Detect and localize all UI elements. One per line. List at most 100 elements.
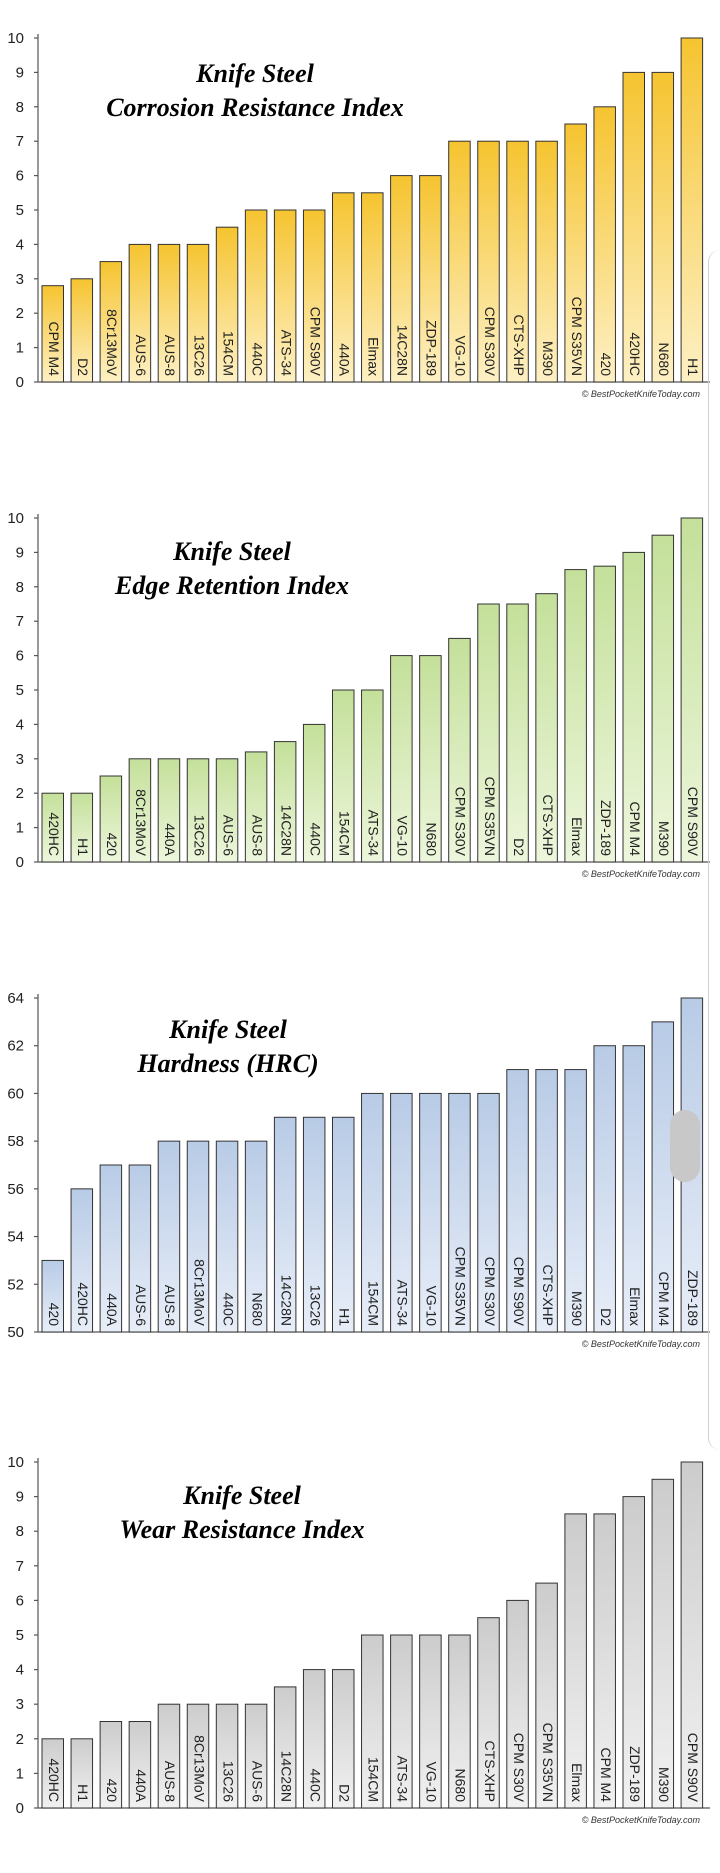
bar xyxy=(302,1669,326,1809)
y-tick-label: 10 xyxy=(7,1454,24,1471)
bar-label: N680 xyxy=(453,1769,469,1803)
bar-label: Elmax xyxy=(627,1287,643,1326)
bar xyxy=(128,1721,152,1809)
bar-label: 420HC xyxy=(46,812,62,856)
bar xyxy=(448,1634,471,1809)
bar-label: H1 xyxy=(337,1308,353,1326)
y-tick-label: 10 xyxy=(7,510,24,527)
bar-label: ZDP-189 xyxy=(685,1270,701,1326)
bar-label: CTS-XHP xyxy=(540,795,556,856)
bar-label: 154CM xyxy=(366,1757,382,1802)
bar xyxy=(419,1634,442,1809)
scroll-handle[interactable] xyxy=(670,1110,700,1182)
bar xyxy=(651,71,675,383)
bar xyxy=(448,637,471,863)
bar-label: N680 xyxy=(249,1293,265,1327)
y-tick-label: 3 xyxy=(16,751,24,768)
bar-label: 154CM xyxy=(220,331,236,376)
y-tick-label: 2 xyxy=(16,1731,24,1748)
corrosion-resistance-chart: 0 1 2 3 4 5 6 7 8 9 10 CPM M4 D2 8Cr13MoV AUS-6 AUS-8 13… xyxy=(7,30,710,399)
bar-label: H1 xyxy=(75,838,91,856)
y-tick-label: 9 xyxy=(16,1489,24,1506)
bar-label: AUS-6 xyxy=(220,815,236,856)
bar xyxy=(361,1092,384,1333)
bar xyxy=(419,175,442,383)
bar xyxy=(448,1092,471,1333)
chart-title-line: Edge Retention Index xyxy=(114,571,349,600)
bar xyxy=(244,1140,268,1333)
bar-label: CPM S30V xyxy=(482,1257,498,1327)
bar xyxy=(419,655,442,863)
bar xyxy=(215,1140,239,1333)
bar-label: D2 xyxy=(337,1784,353,1802)
credit-text: © BestPocketKnifeToday.com xyxy=(582,389,701,399)
bar xyxy=(70,1188,94,1333)
bar-label: ZDP-189 xyxy=(627,1746,643,1802)
y-tick-label: 1 xyxy=(16,820,24,837)
y-tick-label: 0 xyxy=(16,374,24,391)
bar xyxy=(506,1599,529,1809)
bar xyxy=(622,1045,645,1333)
y-tick-label: 60 xyxy=(7,1085,24,1102)
bar xyxy=(99,1721,123,1809)
bar-label: 440C xyxy=(220,1293,236,1326)
y-tick-label: 4 xyxy=(16,1662,24,1679)
bar xyxy=(99,261,123,383)
bar-label: ZDP-189 xyxy=(424,320,440,376)
bar-label: CPM S35VN xyxy=(453,1247,469,1326)
bar xyxy=(41,792,64,863)
bar-label: 420 xyxy=(598,353,614,377)
bar xyxy=(273,209,297,383)
y-tick-label: 9 xyxy=(16,64,24,81)
bar xyxy=(186,1703,210,1809)
bar xyxy=(564,1069,587,1333)
bar-label: M390 xyxy=(569,1291,585,1326)
credit-text: © BestPocketKnifeToday.com xyxy=(582,869,701,879)
bar xyxy=(651,534,675,863)
bar xyxy=(157,1703,181,1809)
bar xyxy=(390,1092,413,1333)
bar xyxy=(128,243,152,383)
bar xyxy=(622,551,645,863)
bar xyxy=(477,140,500,383)
y-tick-label: 6 xyxy=(16,648,24,665)
bar-label: ATS-34 xyxy=(366,810,382,857)
y-tick-label: 9 xyxy=(16,544,24,561)
bar xyxy=(506,140,529,383)
y-tick-label: 3 xyxy=(16,1696,24,1713)
bar-label: N680 xyxy=(656,343,672,377)
y-tick-label: 4 xyxy=(16,716,24,733)
bar-label: AUS-8 xyxy=(249,815,265,856)
bar-label: VG-10 xyxy=(424,1762,440,1803)
y-tick-label: 8 xyxy=(16,1523,24,1540)
bar xyxy=(128,1164,152,1333)
bar-label: CPM S90V xyxy=(307,307,323,377)
bar-label: 440C xyxy=(307,1769,323,1802)
bar-label: 13C26 xyxy=(220,1761,236,1802)
chart-title-line: Corrosion Resistance Index xyxy=(106,93,404,122)
bar xyxy=(157,243,181,383)
bar-label: 13C26 xyxy=(191,335,207,376)
scroll-track-edge xyxy=(708,250,720,1450)
bar xyxy=(128,758,152,863)
y-tick-label: 8 xyxy=(16,99,24,116)
bar xyxy=(273,1686,297,1809)
bar xyxy=(41,285,64,383)
bar-label: 420HC xyxy=(627,332,643,376)
bar-label: 440A xyxy=(104,1293,120,1326)
bar xyxy=(186,243,210,383)
bar xyxy=(273,741,297,863)
bar xyxy=(593,106,616,383)
bar xyxy=(302,1116,326,1333)
bar-label: 14C28N xyxy=(278,1751,294,1802)
bar xyxy=(244,751,268,863)
bar-label: 8Cr13MoV xyxy=(191,1735,207,1803)
bar xyxy=(680,517,704,863)
bar-label: H1 xyxy=(75,1784,91,1802)
bar-label: AUS-6 xyxy=(249,1761,265,1802)
bar-label: 420 xyxy=(46,1303,62,1327)
bar-label: 440C xyxy=(249,343,265,376)
bar-label: 13C26 xyxy=(307,1285,323,1326)
bar-label: D2 xyxy=(511,838,527,856)
y-tick-label: 2 xyxy=(16,305,24,322)
